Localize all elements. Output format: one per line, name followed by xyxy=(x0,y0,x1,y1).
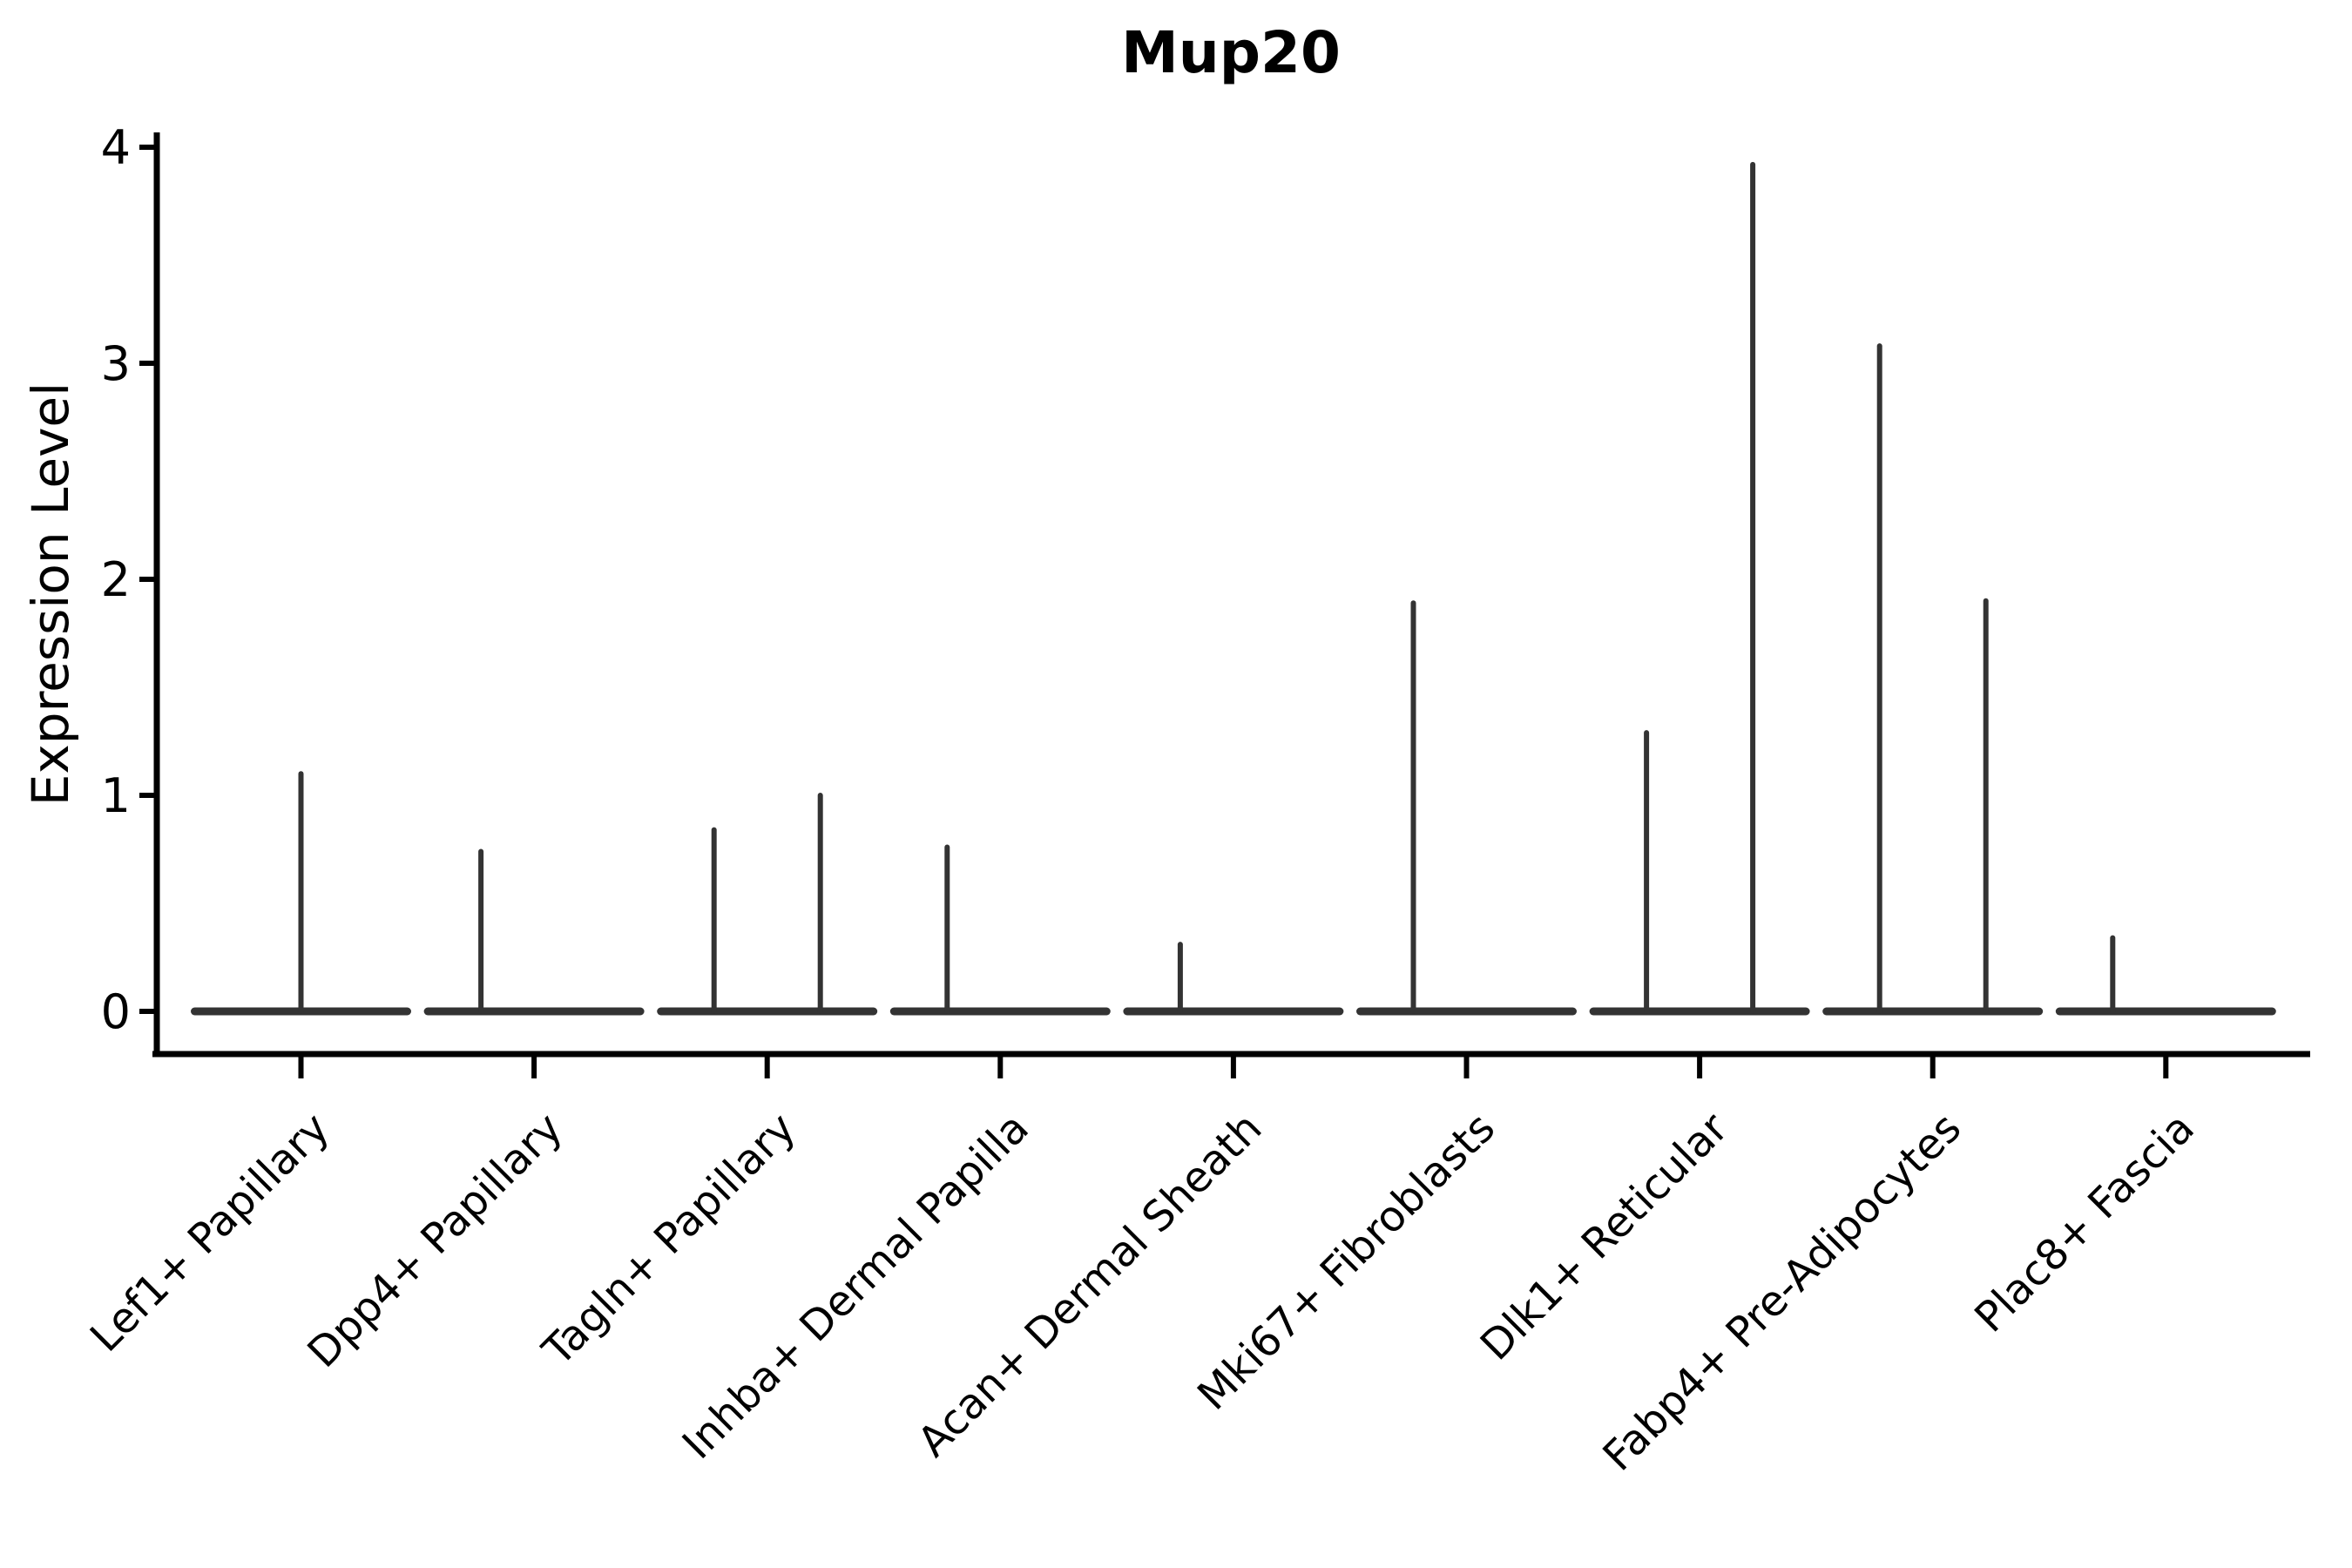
x-tick-label: Dlk1+ Reticular xyxy=(1471,1104,1738,1370)
y-tick-label: 3 xyxy=(101,336,131,391)
y-tick-label: 1 xyxy=(101,768,131,823)
y-tick-label: 4 xyxy=(101,120,131,175)
x-tick-label: Lef1+ Papillary xyxy=(81,1104,339,1362)
x-tick-label: Tagln+ Papillary xyxy=(533,1104,805,1375)
y-tick-label: 2 xyxy=(101,552,131,607)
y-axis-label: Expression Level xyxy=(21,382,80,807)
x-tick-label: Dpp4+ Papillary xyxy=(299,1104,572,1377)
x-tick-label: Plac8+ Fascia xyxy=(1965,1104,2204,1342)
y-tick-label: 0 xyxy=(101,984,131,1039)
chart-title: Mup20 xyxy=(1121,19,1341,86)
